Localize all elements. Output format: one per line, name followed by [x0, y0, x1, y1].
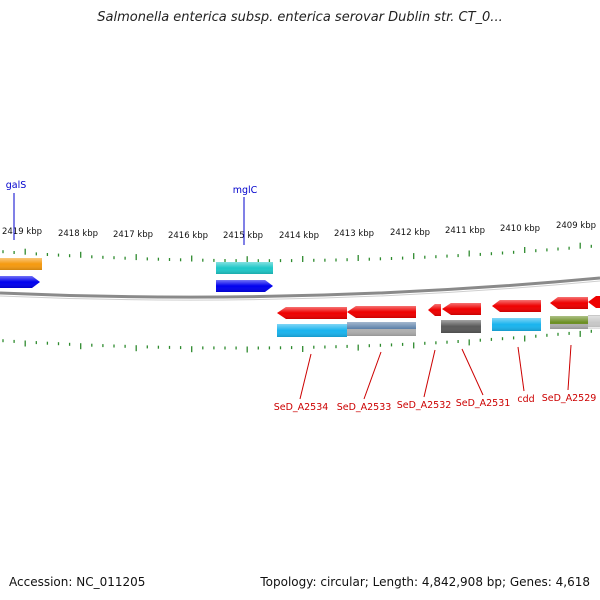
- forward-features: [0, 258, 273, 292]
- gene-label-SeD_A2531: SeD_A2531: [456, 398, 511, 409]
- tick-label: 2419 kbp: [2, 227, 42, 237]
- backbone-outer: [0, 276, 600, 299]
- tick-label: 2418 kbp: [58, 229, 98, 239]
- tick-label: 2412 kbp: [390, 228, 430, 238]
- callout-line: [363, 351, 382, 400]
- gene-label-cdd: cdd: [517, 394, 534, 405]
- genome-summary-text: Topology: circular; Length: 4,842,908 bp…: [260, 575, 590, 589]
- tick-label: 2413 kbp: [334, 229, 374, 239]
- tick-label: 2409 kbp: [556, 221, 596, 231]
- scale-ticks-bottom: [2, 329, 592, 353]
- backbone-inner: [0, 280, 600, 301]
- callout-line: [517, 346, 525, 392]
- map-title: Salmonella enterica subsp. enterica sero…: [97, 10, 503, 25]
- scale-ticks-top: [2, 242, 592, 263]
- gene-label-SeD_A2533: SeD_A2533: [337, 402, 392, 413]
- callout-line: [299, 353, 312, 400]
- callout-line: [423, 349, 436, 398]
- gene-labels: galS mglC SeD_A2534 SeD_A2533 SeD_A2532 …: [6, 180, 597, 413]
- accession-text: Accession: NC_011205: [9, 575, 146, 589]
- gene-label-SeD_A2529: SeD_A2529: [542, 393, 597, 404]
- tick-label: 2411 kbp: [445, 226, 485, 236]
- tick-label: 2414 kbp: [279, 231, 319, 241]
- callout-line: [567, 344, 572, 391]
- callout-line: [461, 348, 484, 396]
- tick-label: 2415 kbp: [223, 231, 263, 241]
- gene-label-SeD_A2534: SeD_A2534: [274, 402, 329, 413]
- callout-lines: [13, 193, 572, 400]
- tick-label: 2416 kbp: [168, 231, 208, 241]
- tick-label: 2410 kbp: [500, 224, 540, 234]
- gene-red-arrow: [588, 296, 600, 308]
- gene-label-mglC: mglC: [233, 185, 258, 196]
- gene-label-galS: galS: [6, 180, 27, 191]
- tick-label: 2417 kbp: [113, 230, 153, 240]
- reverse-features: [277, 296, 600, 337]
- gene-label-SeD_A2532: SeD_A2532: [397, 400, 452, 411]
- scale-labels: 2419 kbp 2418 kbp 2417 kbp 2416 kbp 2415…: [2, 221, 596, 241]
